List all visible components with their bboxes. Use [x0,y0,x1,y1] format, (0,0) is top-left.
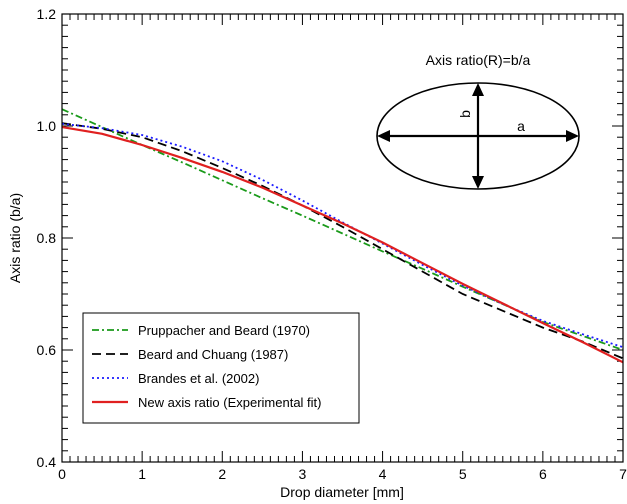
series-line-4 [61,126,624,364]
tick-labels: 0 1 2 3 4 5 6 7 0.4 0.6 0.8 1.0 1.2 [37,6,627,482]
legend-label-3: Brandes et al. (2002) [138,371,259,386]
y-tick-label: 0.8 [37,230,57,246]
x-tick-label: 5 [459,466,467,482]
x-tick-label: 3 [299,466,307,482]
legend-box [82,312,360,424]
y-tick-label: 1.0 [37,118,57,134]
inset-diagram: Axis ratio(R)=b/a b a [376,52,580,190]
x-tick-label: 2 [218,466,226,482]
x-tick-label: 1 [138,466,146,482]
legend-items: Pruppacher and Beard (1970) Beard and Chu… [92,323,322,410]
major-axis-arrow-right [566,130,579,142]
inset-label-b: b [457,110,473,118]
axis-ticks [61,13,624,463]
inset-label-a: a [517,118,525,134]
y-tick-label: 1.2 [37,6,57,22]
major-axis-arrow-left [377,130,390,142]
legend-label-1: Pruppacher and Beard (1970) [138,323,310,338]
minor-axis-arrow-bottom [472,176,484,189]
legend-label-4: New axis ratio (Experimental fit) [138,395,322,410]
plot-frame [61,13,624,463]
series-line-2 [61,122,624,360]
y-tick-label: 0.6 [37,342,57,358]
x-tick-label: 4 [379,466,387,482]
x-tick-label: 0 [58,466,66,482]
y-axis-title: Axis ratio (b/a) [7,193,23,283]
legend: Pruppacher and Beard (1970) Beard and Chu… [82,312,360,424]
minor-axis-arrow-top [472,83,484,96]
series-layer [61,108,624,364]
x-tick-label: 6 [539,466,547,482]
y-tick-label: 0.4 [37,454,57,470]
x-tick-label: 7 [619,466,627,482]
inset-title: Axis ratio(R)=b/a [426,52,531,68]
x-axis-title: Drop diameter [mm] [280,484,404,500]
legend-label-2: Beard and Chuang (1987) [138,347,288,362]
